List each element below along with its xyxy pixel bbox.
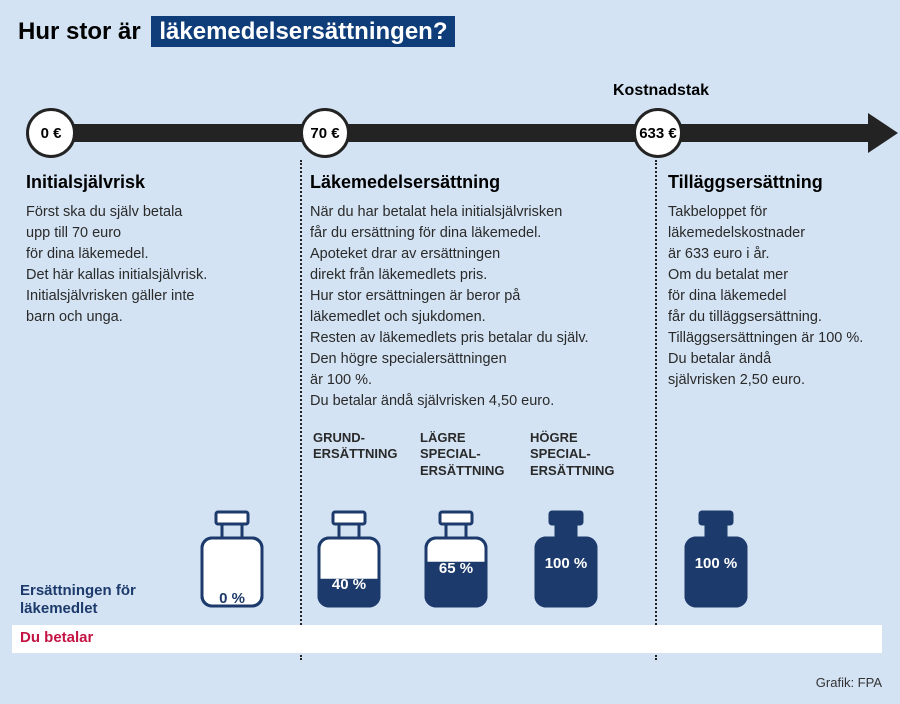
category-label-2: HÖGRE SPECIAL- ERSÄTTNING (530, 430, 615, 479)
divider-0 (300, 160, 302, 660)
timeline-node-1: 70 € (300, 108, 350, 158)
section-title-2: Tilläggsersättning (668, 172, 888, 193)
category-label-0: GRUND- ERSÄTTNING (313, 430, 398, 463)
section-body-1: När du har betalat hela initialsjälvrisk… (310, 202, 630, 412)
bottle-pct-2: 65 % (420, 560, 492, 577)
title-plain: Hur stor är (18, 18, 141, 45)
category-label-1: LÄGRE SPECIAL- ERSÄTTNING (420, 430, 505, 479)
row-reimb-label: Ersättningen för läkemedlet (20, 582, 136, 618)
divider-1 (655, 160, 657, 660)
bottle-pct-0: 0 % (196, 590, 268, 607)
title-highlight: läkemedelsersättningen? (151, 16, 455, 47)
bottle-pct-4: 100 % (680, 555, 752, 572)
timeline-node-2: 633 € (633, 108, 683, 158)
page-title: Hur stor är läkemedelsersättningen? (18, 18, 455, 46)
timeline-node-label-2: Kostnadstak (613, 82, 709, 100)
credit-line: Grafik: FPA (816, 675, 882, 690)
row-pay-label: Du betalar (20, 629, 93, 646)
bottle-pct-3: 100 % (530, 555, 602, 572)
section-title-0: Initialsjälvrisk (26, 172, 286, 193)
timeline-arrow-bar (30, 124, 870, 142)
timeline-node-0: 0 € (26, 108, 76, 158)
bottle-1 (313, 510, 385, 610)
section-body-0: Först ska du själv betala upp till 70 eu… (26, 202, 286, 328)
bottle-pct-1: 40 % (313, 576, 385, 593)
timeline-arrow-head (868, 113, 898, 153)
section-body-2: Takbeloppet för läkemedelskostnader är 6… (668, 202, 888, 391)
section-title-1: Läkemedelsersättning (310, 172, 630, 193)
you-pay-band (12, 625, 882, 653)
